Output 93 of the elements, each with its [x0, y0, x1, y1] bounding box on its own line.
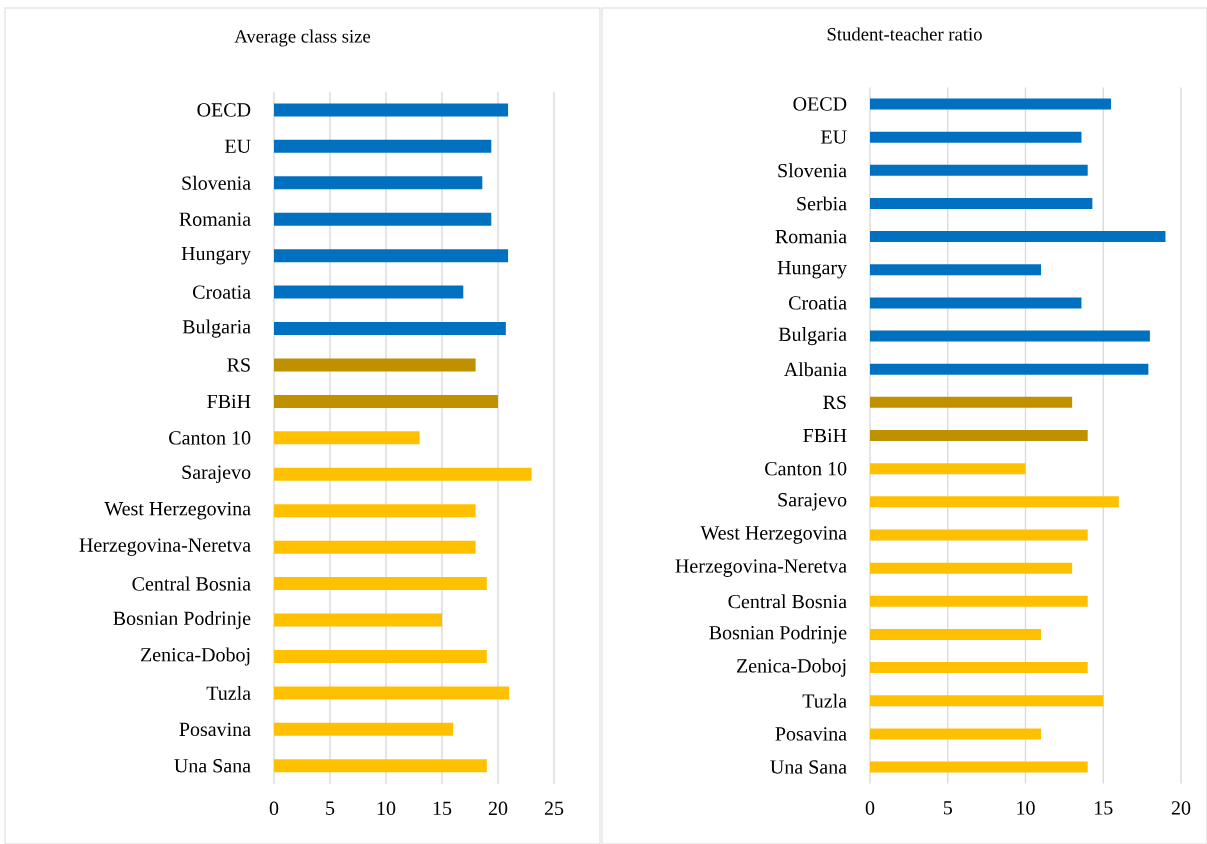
y-tick-label: West Herzegovina — [104, 501, 251, 520]
bar — [870, 330, 1150, 342]
bar — [870, 529, 1088, 541]
bar — [870, 728, 1042, 740]
x-tick-label: 10 — [1017, 801, 1035, 815]
y-tick-label: Slovenia — [182, 175, 251, 190]
x-tick-label: 0 — [865, 801, 875, 815]
y-tick-label: Una Sana — [174, 759, 251, 773]
y-tick-label: Albania — [783, 362, 847, 377]
bar — [274, 394, 498, 408]
bar — [274, 649, 487, 663]
y-tick-label: Herzegovina-Neretva — [79, 538, 251, 556]
y-tick-label: Bosnian Podrinje — [113, 611, 251, 630]
y-tick-label: OECD — [197, 103, 251, 117]
x-tick-label: 0 — [269, 801, 279, 816]
y-tick-label: Sarajevo — [182, 465, 251, 484]
x-tick-label: 15 — [433, 801, 452, 816]
y-tick-label: EU — [821, 130, 847, 144]
y-tick-label: Romania — [775, 229, 847, 244]
bar — [870, 463, 1026, 475]
y-tick-label: Canton 10 — [765, 461, 847, 476]
bar — [274, 358, 476, 372]
x-tick-label: 25 — [544, 801, 564, 816]
bar — [870, 264, 1042, 276]
chart-title: Student-teacher ratio — [827, 27, 982, 41]
y-tick-label: Bulgaria — [182, 319, 251, 338]
y-tick-label: OECD — [793, 97, 847, 111]
chart-title: Average class size — [234, 29, 371, 47]
x-tick-label: 20 — [1171, 801, 1191, 815]
bar — [870, 231, 1166, 243]
bar — [870, 595, 1088, 607]
y-tick-label: Central Bosnia — [132, 576, 251, 591]
y-tick-label: Serbia — [797, 196, 847, 211]
bar — [274, 212, 492, 226]
bar — [870, 98, 1112, 110]
bar — [870, 197, 1093, 209]
y-tick-label: Zenica-Doboj — [140, 647, 250, 666]
y-tick-label: Bulgaria — [778, 326, 847, 346]
bar — [870, 297, 1082, 309]
bar — [274, 139, 492, 153]
bar — [274, 759, 487, 773]
bar — [274, 613, 442, 627]
x-tick-label: 20 — [488, 801, 508, 816]
y-tick-label: RS — [823, 395, 846, 410]
y-tick-label: Herzegovina-Neretva — [675, 559, 847, 577]
y-tick-label: FBiH — [207, 394, 251, 409]
y-tick-label: Tuzla — [802, 693, 847, 708]
y-tick-label: Romania — [179, 212, 251, 226]
bar — [274, 103, 509, 117]
y-tick-label: West Herzegovina — [700, 526, 847, 544]
bar — [274, 285, 464, 299]
y-tick-label: Canton 10 — [169, 431, 251, 445]
x-tick-label: 5 — [943, 801, 952, 815]
y-tick-label: Posavina — [179, 722, 251, 737]
bar — [870, 628, 1042, 640]
y-tick-label: Zenica-Doboj — [736, 658, 846, 677]
bar — [870, 662, 1088, 674]
y-tick-label: Bosnian Podrinje — [709, 625, 847, 644]
y-tick-label: RS — [227, 358, 250, 372]
x-tick-label: 5 — [326, 801, 335, 815]
bar — [870, 131, 1082, 143]
bar — [870, 562, 1073, 574]
x-tick-label: 15 — [1095, 801, 1113, 815]
y-tick-label: Hungary — [777, 261, 847, 279]
y-tick-label: Slovenia — [778, 163, 847, 178]
y-tick-label: FBiH — [803, 428, 847, 443]
bar — [870, 695, 1104, 707]
y-tick-label: Central Bosnia — [728, 594, 847, 609]
bar — [274, 467, 532, 481]
bar — [274, 176, 483, 190]
bar — [870, 761, 1088, 773]
bar — [870, 396, 1073, 408]
y-tick-label: EU — [224, 139, 251, 154]
bar — [870, 430, 1088, 442]
bar — [274, 431, 420, 445]
y-tick-label: Una Sana — [770, 760, 847, 774]
x-tick-label: 10 — [377, 801, 396, 816]
bar — [274, 686, 510, 700]
bar — [274, 540, 476, 554]
y-tick-label: Hungary — [181, 246, 251, 265]
bar — [274, 322, 506, 336]
y-tick-label: Tuzla — [206, 685, 251, 700]
y-tick-label: Croatia — [789, 296, 847, 310]
bar — [870, 363, 1149, 375]
bar — [274, 504, 476, 518]
bar — [870, 164, 1088, 176]
bar — [274, 577, 487, 591]
y-tick-label: Posavina — [775, 727, 847, 741]
bar — [274, 249, 509, 263]
y-tick-label: Croatia — [193, 285, 251, 299]
bar — [274, 722, 454, 736]
y-tick-label: Sarajevo — [778, 493, 847, 511]
bar — [870, 496, 1119, 508]
